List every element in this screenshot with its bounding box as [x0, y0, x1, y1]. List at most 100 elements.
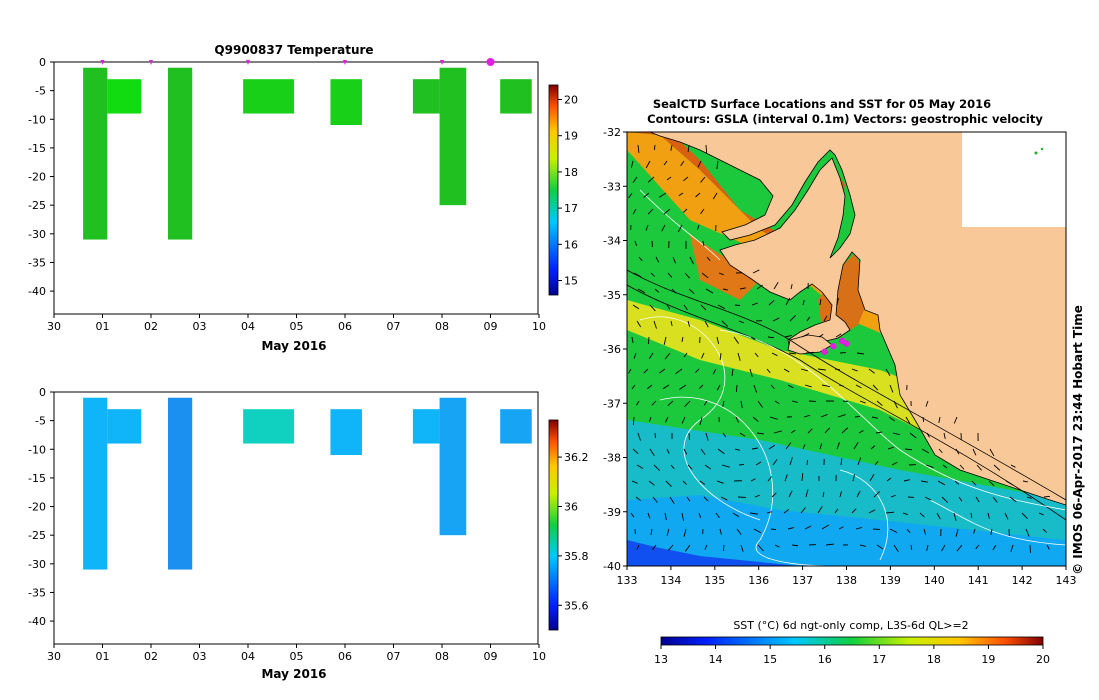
salinity-colorbar-ticks: 35.6 35.8 36 36.2: [558, 451, 589, 612]
velocity-vector: [649, 448, 655, 456]
velocity-vector: [647, 512, 651, 519]
shelf-edge-contour: [627, 269, 1066, 501]
velocity-vector: [1029, 544, 1031, 554]
velocity-vector: [888, 416, 895, 422]
t-y-tick-label: -5: [35, 85, 46, 98]
velocity-vector: [664, 416, 669, 423]
velocity-vector: [705, 432, 709, 441]
velocity-vector: [735, 384, 738, 393]
velocity-vector: [670, 464, 675, 470]
velocity-vector: [905, 416, 911, 425]
s-bar-7: [500, 409, 532, 444]
velocity-vector: [754, 494, 760, 498]
velocity-vector: [648, 480, 655, 486]
sst-colorbar-ticks: 13 14 15 16 17 18 19 20: [654, 645, 1050, 666]
velocity-vector: [739, 432, 746, 437]
velocity-vector: [654, 144, 656, 151]
seal-location: [830, 343, 837, 350]
velocity-vector: [800, 507, 806, 514]
velocity-vector: [753, 384, 758, 393]
s-bar-3: [243, 409, 295, 444]
salinity-x-label: May 2016: [261, 667, 326, 681]
velocity-vector: [770, 384, 775, 390]
velocity-vector: [801, 472, 804, 482]
t-x-tick-label: 30: [47, 320, 61, 333]
velocity-vector: [750, 336, 756, 340]
velocity-vector: [638, 256, 643, 262]
velocity-vector: [789, 315, 797, 322]
velocity-vector: [716, 480, 724, 484]
map-x-tick-label: 142: [1012, 574, 1033, 587]
velocity-vector: [722, 432, 727, 438]
velocity-vector: [628, 368, 632, 374]
velocity-vector: [938, 448, 943, 454]
velocity-vector: [887, 446, 894, 450]
velocity-vector: [938, 416, 941, 423]
velocity-vector: [719, 352, 722, 361]
velocity-vector: [652, 496, 658, 503]
velocity-vector: [959, 464, 965, 470]
map-y-tick-label: -32: [603, 126, 621, 139]
t-y-tick-label: 0: [39, 56, 46, 69]
velocity-vector: [635, 496, 642, 502]
velocity-vector: [716, 160, 719, 169]
velocity-vector: [904, 448, 913, 451]
velocity-vector: [699, 480, 706, 485]
velocity-vector: [851, 508, 857, 514]
velocity-vector: [651, 400, 657, 406]
sst-cb-tick-label: 19: [981, 653, 995, 666]
t-cb-tick-label: 20: [564, 93, 578, 106]
velocity-vector: [1009, 496, 1017, 503]
velocity-vector: [666, 176, 672, 181]
velocity-vector: [859, 544, 866, 547]
velocity-vector: [956, 544, 963, 552]
velocity-vector: [903, 479, 910, 482]
velocity-vector: [840, 457, 843, 466]
velocity-vector: [975, 544, 980, 550]
t-y-tick-label: -40: [28, 285, 46, 298]
velocity-vector: [670, 144, 673, 151]
s-bar-4: [330, 409, 362, 455]
t-bar-2: [167, 67, 193, 240]
velocity-vector: [683, 528, 687, 537]
velocity-vector: [735, 416, 739, 423]
velocity-vector: [734, 448, 740, 451]
velocity-vector: [807, 428, 813, 434]
velocity-vector: [800, 368, 808, 372]
velocity-vectors: [628, 144, 1051, 554]
velocity-vector: [874, 460, 879, 466]
velocity-vector: [701, 352, 705, 359]
velocity-vector: [854, 416, 861, 418]
sst-map: [627, 132, 1066, 566]
velocity-vector: [925, 464, 934, 469]
velocity-vector: [993, 464, 1001, 471]
velocity-vector: [696, 224, 700, 230]
velocity-vector: [722, 400, 725, 407]
temperature-x-label: May 2016: [261, 339, 326, 353]
velocity-vector: [751, 447, 758, 450]
s-x-tick-label: 03: [193, 650, 207, 663]
profile-marker: [440, 60, 444, 65]
velocity-vector: [647, 336, 650, 345]
velocity-vector: [712, 368, 717, 375]
velocity-vector: [717, 448, 725, 455]
velocity-vector: [749, 368, 753, 377]
velocity-vector: [774, 544, 780, 548]
map-x-tick-label: 134: [660, 574, 681, 587]
velocity-vector: [992, 496, 998, 503]
velocity-vector: [654, 288, 660, 293]
velocity-vector: [704, 544, 708, 550]
velocity-vector: [717, 304, 726, 310]
velocity-vector: [643, 368, 649, 374]
velocity-vector: [893, 400, 898, 409]
velocity-vector: [695, 368, 700, 373]
t-cb-tick-label: 16: [564, 238, 578, 251]
profile-marker: [149, 60, 153, 65]
velocity-vector: [851, 368, 858, 372]
t-cb-tick-label: 18: [564, 166, 578, 179]
velocity-vector: [891, 461, 898, 466]
velocity-vector: [637, 144, 640, 153]
velocity-vector: [671, 288, 677, 294]
velocity-vector: [910, 544, 913, 551]
velocity-vector: [1022, 480, 1028, 483]
